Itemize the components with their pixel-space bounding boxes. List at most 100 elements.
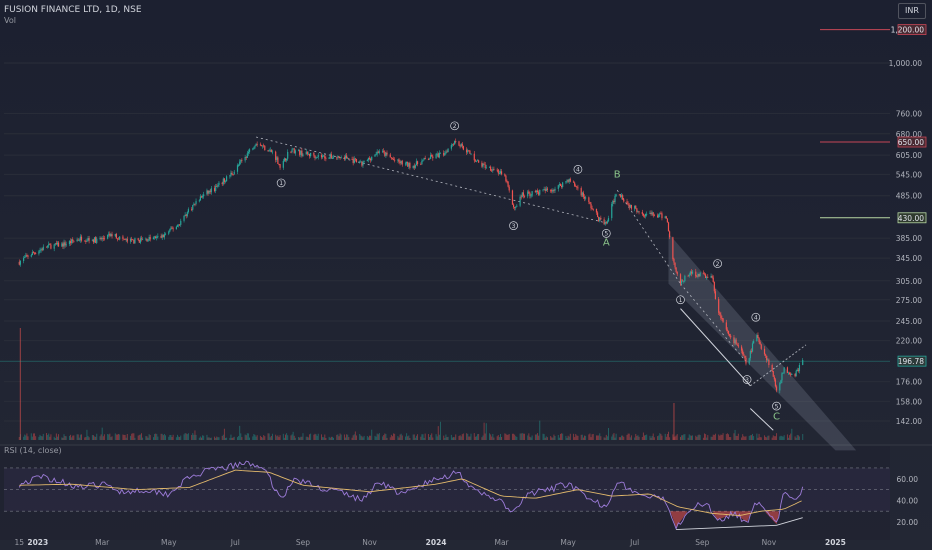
volume-bar <box>576 435 578 440</box>
rsi-label[interactable]: RSI (14, close) <box>4 446 62 455</box>
time-tick-label: May <box>161 538 177 547</box>
candle <box>147 240 149 242</box>
volume-bar <box>676 434 678 440</box>
candle <box>68 241 71 245</box>
candle <box>348 158 350 159</box>
candle <box>347 158 349 159</box>
price-tick-label: 305.00 <box>896 277 922 286</box>
candle <box>201 196 204 198</box>
volume-bar <box>317 433 319 440</box>
rsi-ma-line <box>19 469 802 516</box>
candle <box>689 271 691 275</box>
wave-marker <box>751 312 761 322</box>
candle <box>742 350 744 355</box>
volume-bar <box>650 437 652 440</box>
volume-bar <box>307 437 309 440</box>
candle <box>676 271 678 275</box>
volume-bar <box>613 433 615 440</box>
candle <box>302 154 304 156</box>
volume-bar <box>256 435 258 440</box>
volume-bar <box>711 436 713 440</box>
candle <box>207 190 209 194</box>
volume-bar <box>18 436 20 440</box>
volume-bar <box>484 433 486 440</box>
candle <box>108 233 110 235</box>
candle <box>603 219 605 225</box>
volume-bar <box>749 435 751 440</box>
volume-bar <box>187 433 189 440</box>
candle <box>736 344 738 346</box>
volume-bar <box>183 434 185 440</box>
last-price-tag-label: 196.78 <box>898 357 924 366</box>
volume-bar <box>531 435 533 440</box>
candle <box>726 329 729 331</box>
candle <box>279 164 281 168</box>
volume-bar <box>483 422 485 440</box>
candle <box>45 246 48 248</box>
volume-bar <box>56 436 58 440</box>
candle <box>385 152 387 156</box>
descending-channel <box>255 136 857 451</box>
candle <box>195 201 197 204</box>
candle <box>553 189 555 191</box>
volume-bar <box>191 434 193 440</box>
candle <box>684 275 686 282</box>
volume-bar <box>417 434 419 440</box>
volume-bar <box>468 436 470 440</box>
volume-bar <box>695 435 697 440</box>
volume-bar <box>156 433 158 440</box>
volume-bar <box>569 433 571 440</box>
rsi-pane <box>4 460 890 531</box>
volume-bar <box>444 437 446 440</box>
candle <box>491 170 493 172</box>
candle <box>634 205 636 209</box>
time-tick-label: Jul <box>629 538 639 547</box>
candle <box>237 164 240 166</box>
candle <box>527 191 529 197</box>
candle <box>186 212 188 216</box>
volume-bar <box>126 433 128 440</box>
volume-bar <box>629 437 631 440</box>
wave-label: 2 <box>453 123 457 130</box>
wave-label: 4 <box>754 315 758 322</box>
volume-bar <box>756 433 758 440</box>
volume-bar <box>62 437 64 440</box>
volume-bar <box>401 435 403 440</box>
currency-button[interactable]: INR <box>898 3 926 19</box>
candle <box>661 213 663 219</box>
candle <box>123 238 125 240</box>
volume-label[interactable]: Vol <box>4 16 16 25</box>
candle <box>507 181 509 187</box>
candle <box>753 341 755 344</box>
candle <box>428 158 431 160</box>
symbol-title[interactable]: FUSION FINANCE LTD, 1D, NSE <box>4 5 142 15</box>
volume-bar <box>294 437 296 440</box>
candle <box>473 153 475 161</box>
candle <box>658 214 660 218</box>
candle <box>110 234 112 236</box>
candle <box>344 155 347 159</box>
candle <box>452 144 455 146</box>
volume-bar <box>134 437 136 440</box>
candle <box>360 161 362 163</box>
candle <box>637 211 639 213</box>
volume-bar <box>550 436 552 440</box>
candle <box>157 235 159 237</box>
candle <box>697 273 699 277</box>
wave-guide-line <box>750 344 807 387</box>
candle <box>795 371 797 377</box>
volume-bar <box>110 437 112 440</box>
candle <box>56 242 59 245</box>
volume-bar <box>47 435 49 440</box>
volume-bar <box>432 437 434 440</box>
volume-bar <box>406 433 408 440</box>
candle <box>277 157 279 164</box>
candle <box>656 215 659 218</box>
candle <box>713 281 715 292</box>
volume-bar <box>698 434 700 440</box>
price-tick-label: 485.00 <box>896 192 922 201</box>
candle <box>408 162 410 167</box>
volume-bar <box>521 433 523 440</box>
wave-marker <box>772 401 781 411</box>
